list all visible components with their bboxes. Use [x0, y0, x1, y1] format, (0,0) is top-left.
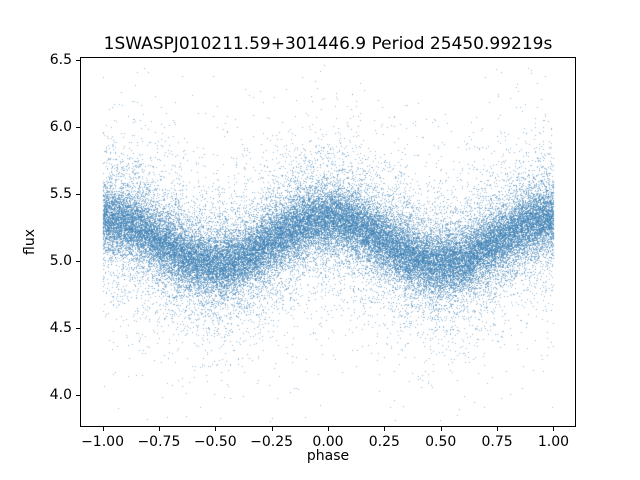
x-tick-mark: [440, 427, 442, 431]
x-tick-label: −0.50: [193, 434, 237, 450]
x-tick-label: 0.75: [481, 434, 513, 450]
x-tick-label: −1.00: [81, 434, 124, 450]
x-tick-mark: [102, 427, 104, 431]
x-tick-label: 0.25: [368, 434, 400, 450]
y-tick-mark: [76, 327, 80, 329]
y-tick-mark: [76, 59, 80, 61]
y-tick-label: 5.0: [49, 252, 72, 269]
y-tick-label: 6.0: [49, 118, 72, 135]
x-tick-label: 1.00: [537, 434, 570, 450]
x-tick-mark: [497, 427, 499, 431]
x-tick-label: 0.00: [312, 434, 344, 450]
x-tick-label: 0.50: [425, 434, 457, 450]
y-tick-label: 4.0: [49, 386, 72, 403]
x-tick-mark: [328, 427, 329, 431]
y-tick-mark: [76, 394, 80, 396]
y-tick-label: 4.5: [49, 319, 72, 336]
x-axis-label: phase: [306, 448, 350, 464]
y-tick-mark: [76, 260, 80, 262]
x-tick-mark: [271, 427, 273, 431]
y-tick-mark: [76, 193, 80, 195]
x-tick-mark: [215, 427, 217, 431]
y-tick-mark: [76, 126, 80, 128]
chart-title: 1SWASPJ010211.59+301446.9 Period 25450.9…: [103, 34, 553, 54]
x-tick-mark: [384, 427, 386, 431]
y-tick-label: 5.5: [49, 185, 72, 202]
y-axis-label: flux: [22, 229, 38, 255]
y-tick-label: 6.5: [49, 51, 72, 68]
x-tick-mark: [553, 427, 555, 431]
scatter-plot-canvas: [80, 57, 576, 427]
x-tick-label: −0.75: [137, 434, 181, 450]
x-tick-mark: [158, 427, 160, 431]
x-tick-label: −0.25: [250, 434, 294, 450]
